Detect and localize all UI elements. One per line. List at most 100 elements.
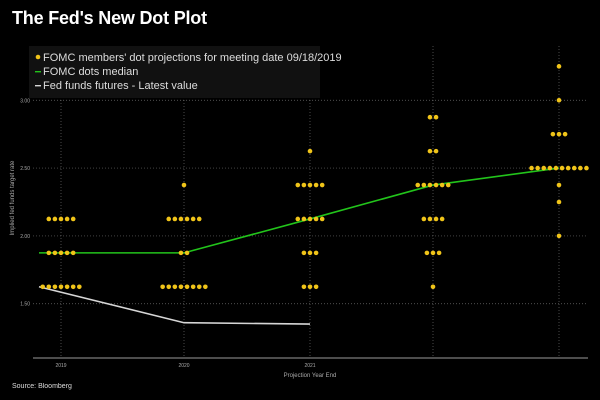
fomc-dot — [313, 216, 319, 222]
fomc-dot — [565, 165, 571, 171]
legend-entry-futures: Fed funds futures - Latest value — [43, 80, 198, 92]
fomc-dot — [427, 216, 433, 222]
fomc-dot — [559, 165, 565, 171]
fomc-dot — [40, 284, 45, 290]
fomc-dot — [307, 284, 313, 290]
fomc-dot — [301, 250, 307, 256]
legend-dots-marker — [35, 54, 41, 60]
y-tick-label: 3.00 — [20, 98, 30, 104]
y-tick-labels: 1.50 2.00 2.50 3.00 — [20, 98, 30, 307]
fomc-dot — [556, 233, 562, 239]
fomc-dot — [46, 284, 52, 290]
fomc-dot — [436, 250, 442, 256]
fomc-dot — [571, 165, 577, 171]
fomc-dot — [439, 216, 445, 222]
fomc-dot — [196, 284, 202, 290]
fomc-dot — [535, 165, 540, 171]
fomc-dot — [64, 216, 70, 222]
fomc-dot — [295, 182, 301, 188]
fomc-dot — [46, 250, 52, 256]
fomc-dot — [439, 182, 445, 188]
chart-title: The Fed's New Dot Plot — [12, 8, 207, 28]
fomc-dot — [421, 182, 427, 188]
source-note: Source: Bloomberg — [12, 383, 72, 390]
y-tick-label: 2.00 — [20, 234, 30, 240]
legend: FOMC members' dot projections for meetin… — [29, 46, 342, 98]
x-tick-label: 2020 — [178, 363, 189, 369]
fomc-dot — [184, 284, 190, 290]
x-axis-label: Projection Year End — [284, 373, 337, 379]
fomc-dot — [184, 250, 190, 256]
fomc-dot — [313, 182, 319, 188]
fomc-dot — [307, 250, 313, 256]
fomc-dot — [421, 216, 427, 222]
fomc-dot — [52, 250, 58, 256]
legend-futures-marker — [35, 85, 41, 87]
fomc-dot — [319, 182, 325, 188]
fomc-dot — [578, 165, 583, 171]
fomc-dot — [166, 216, 172, 222]
fomc-dot — [556, 131, 562, 137]
fomc-dot — [424, 250, 430, 256]
fomc-dot — [307, 148, 313, 154]
fomc-dot — [430, 284, 436, 290]
fomc-dot — [313, 250, 319, 256]
fomc-dot — [541, 165, 547, 171]
fomc-dot — [58, 216, 64, 222]
fomc-dot — [553, 165, 559, 171]
fomc-dot — [190, 284, 196, 290]
fomc-dot — [433, 216, 439, 222]
y-tick-label: 1.50 — [20, 302, 30, 308]
fomc-dot — [550, 131, 556, 137]
fomc-dot — [70, 284, 76, 290]
fomc-dot — [584, 165, 589, 171]
fomc-dot — [77, 284, 82, 290]
legend-median-marker — [35, 71, 41, 73]
fomc-dot — [301, 216, 307, 222]
fomc-dot — [445, 182, 451, 188]
fomc-dot — [166, 284, 172, 290]
fomc-dot — [301, 182, 307, 188]
fomc-dot — [52, 284, 58, 290]
fomc-dot — [433, 148, 439, 154]
y-axis-label: Implied fed funds target rate — [10, 160, 16, 235]
fomc-dot — [295, 216, 301, 222]
fomc-dot — [178, 284, 184, 290]
legend-entry-dots: FOMC members' dot projections for meetin… — [43, 52, 342, 64]
fomc-dot — [427, 182, 433, 188]
fomc-dot — [556, 97, 562, 103]
fomc-dot — [319, 216, 325, 222]
fomc-dot — [301, 284, 307, 290]
fomc-dot — [70, 250, 76, 256]
x-tick-labels: 2019 2020 2021 — [55, 363, 315, 369]
fomc-dot — [433, 114, 439, 120]
fomc-dot — [172, 284, 178, 290]
fomc-dot — [52, 216, 58, 222]
fomc-dot — [430, 250, 436, 256]
legend-background — [29, 46, 320, 98]
fed-funds-futures-line — [38, 286, 311, 325]
fomc-dot — [160, 284, 165, 290]
fomc-dot — [172, 216, 178, 222]
x-tick-label: 2021 — [304, 363, 315, 369]
fomc-dot — [547, 165, 553, 171]
fomc-dot — [184, 216, 190, 222]
fomc-dot — [70, 216, 76, 222]
legend-entry-median: FOMC dots median — [43, 66, 138, 78]
fomc-dot — [58, 284, 64, 290]
fomc-dot — [529, 165, 534, 171]
fomc-dot — [427, 148, 433, 154]
fomc-dot — [181, 182, 187, 188]
fomc-dot — [64, 284, 70, 290]
x-tick-label: 2019 — [55, 363, 66, 369]
fomc-dot — [556, 182, 562, 188]
fomc-dot — [178, 216, 184, 222]
fomc-dot — [64, 250, 70, 256]
fomc-dot — [556, 64, 562, 69]
fomc-dot — [203, 284, 208, 290]
fomc-dots-median-line — [39, 167, 560, 254]
fomc-dot — [178, 250, 184, 256]
fomc-dot — [307, 216, 313, 222]
fomc-dot — [58, 250, 64, 256]
